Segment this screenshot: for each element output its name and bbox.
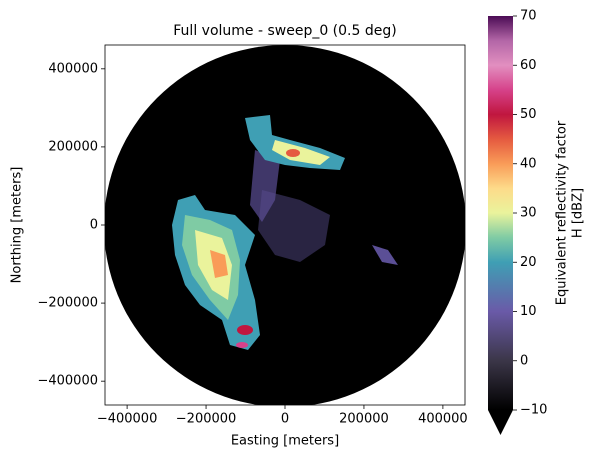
weak-echo <box>250 150 280 222</box>
y-tick-label: 0 <box>90 218 98 233</box>
x-tick-label: 0 <box>281 412 289 427</box>
echo <box>272 140 330 165</box>
colorbar-tick-label: −10 <box>520 403 547 418</box>
x-tick-label: 400000 <box>418 412 468 427</box>
weak-echo <box>372 245 398 265</box>
colorbar-label: Equivalent reflectivity factor <box>555 120 570 305</box>
echo <box>236 342 248 348</box>
y-tick-label: 400000 <box>48 61 98 76</box>
x-axis-label: Easting [meters] <box>231 434 339 449</box>
colorbar-tick-label: 40 <box>520 156 537 171</box>
echo <box>237 325 253 335</box>
radar-field <box>105 45 465 405</box>
colorbar-tick-label: 10 <box>520 304 537 319</box>
y-tick-label: −400000 <box>37 374 98 389</box>
colorbar-extend <box>488 410 513 435</box>
colorbar-tick-label: 0 <box>520 353 528 368</box>
colorbar-tick-label: 20 <box>520 255 537 270</box>
colorbar-label: H [dBZ] <box>571 188 586 238</box>
y-tick-label: 200000 <box>48 139 98 154</box>
colorbar-tick-label: 60 <box>520 58 537 73</box>
colorbar-tick-label: 70 <box>520 9 537 24</box>
colorbar-tick-label: 30 <box>520 206 537 221</box>
weak-echo <box>258 190 330 262</box>
colorbar-tick-label: 50 <box>520 107 537 122</box>
x-tick-label: 200000 <box>339 412 389 427</box>
y-tick-label: −200000 <box>37 296 98 311</box>
x-tick-label: −200000 <box>176 412 237 427</box>
colorbar <box>488 16 513 410</box>
chart-title: Full volume - sweep_0 (0.5 deg) <box>173 23 396 39</box>
echo <box>210 250 228 278</box>
echo <box>286 149 300 157</box>
x-tick-label: −400000 <box>97 412 158 427</box>
y-axis-label: Northing [meters] <box>10 167 25 284</box>
